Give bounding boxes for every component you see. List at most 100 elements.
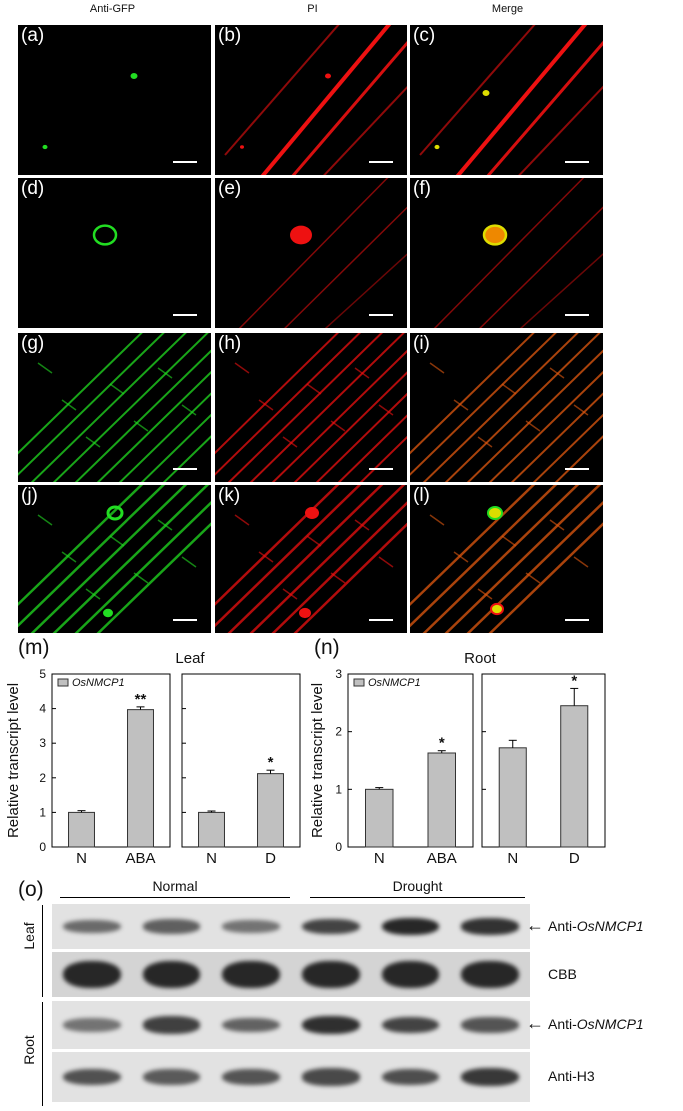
micrograph-panel-a: (a) [18, 25, 211, 175]
cell-wall [501, 535, 517, 547]
cell-wall [410, 485, 536, 607]
cell-wall [215, 333, 340, 455]
plot-frame [181, 673, 301, 848]
cell-wall [422, 333, 579, 482]
cell-wall [488, 370, 603, 482]
cell-wall [61, 399, 77, 411]
cell-wall [249, 333, 406, 482]
cell-wall [453, 551, 469, 563]
cell-wall [410, 333, 557, 476]
legend-label: OsNMCP1 [72, 677, 125, 689]
cell-wall [96, 370, 211, 482]
plot-frame [51, 673, 171, 848]
panel-label-n: (n) [314, 636, 340, 659]
cell-wall [525, 420, 541, 432]
micrograph-image-c [419, 25, 603, 175]
blot-band [302, 1068, 360, 1086]
y-axis-label: Relative transcript level [5, 683, 22, 838]
cell-wall [525, 572, 541, 584]
blot-band [222, 960, 280, 989]
cell-wall [85, 588, 101, 600]
cell-wall [466, 349, 603, 482]
cell-wall [18, 485, 166, 628]
x-tick-label: N [507, 850, 518, 867]
micrograph-image-f [433, 178, 603, 328]
micrograph-panel-g: (g) [18, 333, 211, 482]
micrograph-image-g [18, 333, 211, 482]
panel-label-m: (m) [18, 636, 50, 659]
left-arrow-icon: ← [526, 914, 544, 935]
nucleus [325, 73, 331, 79]
group-label-normal: Normal [152, 878, 198, 894]
cell-wall [429, 514, 445, 526]
nucleus [240, 145, 244, 149]
cell-wall [293, 522, 407, 633]
cell-wall [109, 535, 125, 547]
cell-wall [330, 572, 346, 584]
micrograph-panel-k: (k) [215, 485, 407, 633]
cell-wall [378, 404, 394, 416]
bar [68, 811, 95, 848]
cell-wall [410, 333, 535, 455]
cell-wall [118, 392, 211, 482]
micrograph-panel-c: (c) [410, 25, 603, 175]
y-tick-label: 1 [335, 782, 342, 796]
blot-band [381, 917, 440, 936]
panel-label-a: (a) [21, 25, 45, 46]
micrograph-image-d [92, 224, 118, 246]
blot-band [63, 919, 121, 934]
nucleus [103, 608, 113, 618]
blot-strip-3 [52, 1052, 530, 1102]
cell-wall [260, 25, 392, 175]
blot-band [381, 960, 440, 989]
plot-frame [347, 673, 474, 848]
cell-wall [306, 535, 322, 547]
cell-wall [337, 414, 407, 482]
cell-wall [518, 85, 603, 175]
cell-wall [429, 362, 445, 374]
nucleus [434, 144, 440, 150]
scale-bar [173, 468, 197, 470]
cell-wall [433, 178, 585, 328]
scale-bar [369, 161, 393, 163]
cell-wall [532, 413, 603, 482]
nucleus [130, 73, 138, 79]
cell-wall [133, 572, 149, 584]
blot-band [461, 960, 519, 989]
micrograph-panel-d: (d) [18, 178, 211, 328]
panel-label-c: (c) [413, 25, 436, 46]
cell-wall [61, 551, 77, 563]
x-tick-label: D [265, 850, 276, 867]
blot-strip-0 [52, 904, 530, 949]
cell-wall [140, 413, 211, 482]
panel-label-d: (d) [21, 178, 45, 199]
micrograph-panel-j: (j) [18, 485, 211, 633]
cell-wall [519, 253, 603, 328]
scale-bar [369, 468, 393, 470]
legend-swatch [353, 678, 365, 687]
cell-wall [18, 333, 143, 455]
micrograph-panel-h: (h) [215, 333, 407, 482]
y-tick-label: 3 [39, 736, 46, 750]
y-tick-label: 0 [335, 840, 342, 854]
cell-wall [359, 435, 407, 482]
x-tick-label: ABA [125, 850, 155, 867]
y-tick-label: 4 [39, 702, 46, 716]
micrograph-image-h [215, 333, 407, 482]
cell-wall [258, 551, 274, 563]
micrograph-image-e [238, 178, 407, 328]
nucleus [299, 607, 311, 619]
cell-wall [410, 485, 558, 628]
x-tick-label: N [206, 850, 217, 867]
cell-wall [234, 514, 250, 526]
bar [257, 773, 284, 848]
micrograph-image-k [215, 485, 407, 633]
legend-swatch [57, 678, 69, 687]
nucleus [482, 90, 490, 96]
nucleus [490, 602, 504, 616]
cell-wall [157, 519, 173, 531]
bar [127, 709, 154, 848]
cell-wall [453, 399, 469, 411]
micrograph-image-a [42, 73, 138, 150]
group-line-drought [310, 897, 525, 898]
